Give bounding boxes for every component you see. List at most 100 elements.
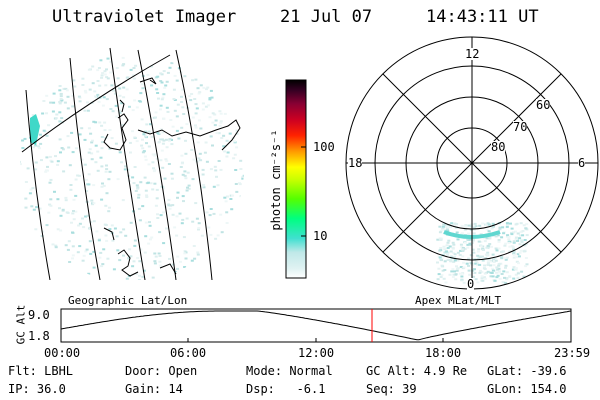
emission-pixel (442, 245, 446, 248)
emission-pixel (175, 234, 179, 237)
emission-pixel (107, 178, 111, 181)
info-glon: GLon: 154.0 (487, 382, 567, 396)
emission-pixel (441, 269, 445, 272)
polar-mlat-mlt-plot (345, 36, 599, 290)
emission-pixel (103, 73, 107, 76)
emission-pixel (517, 255, 521, 258)
emission-pixel (512, 252, 516, 255)
emission-pixel (104, 170, 108, 173)
emission-pixel (487, 223, 491, 226)
emission-pixel (144, 189, 148, 192)
emission-pixel (137, 279, 141, 280)
emission-pixel (48, 155, 52, 158)
emission-pixel (497, 240, 501, 243)
emission-pixel (451, 252, 455, 254)
emission-pixel (490, 272, 494, 274)
emission-pixel (128, 105, 131, 108)
emission-pixel (512, 253, 516, 256)
emission-pixel (21, 139, 25, 142)
emission-pixel (479, 233, 483, 236)
emission-pixel (162, 211, 165, 214)
emission-pixel (505, 235, 509, 238)
emission-pixel (197, 157, 201, 160)
emission-pixel (87, 183, 91, 186)
emission-pixel (155, 188, 159, 191)
emission-pixel (64, 244, 68, 247)
emission-pixel (70, 221, 73, 224)
emission-pixel (485, 228, 489, 231)
emission-pixel (477, 248, 481, 251)
emission-pixel (86, 214, 90, 217)
emission-pixel (509, 222, 512, 225)
emission-pixel (183, 266, 187, 268)
emission-pixel (507, 235, 511, 238)
emission-pixel (459, 266, 463, 268)
emission-pixel (175, 79, 179, 82)
emission-pixel (145, 194, 149, 197)
emission-pixel (520, 279, 524, 282)
emission-pixel (243, 176, 244, 179)
emission-pixel (94, 121, 98, 124)
emission-pixel (70, 131, 74, 134)
emission-pixel (198, 91, 202, 94)
emission-pixel (144, 158, 148, 161)
emission-pixel (106, 77, 110, 80)
emission-pixel (48, 181, 52, 184)
emission-pixel (162, 70, 166, 73)
auroral-arc (443, 230, 501, 239)
emission-pixel (188, 95, 192, 98)
emission-pixel (233, 153, 237, 156)
emission-pixel (120, 102, 124, 105)
emission-pixel (83, 138, 87, 141)
emission-pixel (154, 111, 158, 114)
emission-pixel (176, 191, 180, 194)
emission-pixel (78, 100, 82, 103)
emission-pixel (480, 275, 484, 278)
emission-pixel (471, 241, 475, 244)
emission-pixel (162, 117, 166, 120)
emission-pixel (138, 274, 141, 277)
emission-pixel (105, 68, 108, 71)
emission-pixel (96, 169, 100, 172)
emission-pixel (82, 254, 86, 257)
emission-pixel (104, 234, 108, 237)
emission-pixel (515, 260, 519, 263)
emission-pixel (175, 115, 179, 118)
emission-pixel (466, 246, 470, 249)
emission-pixel (132, 77, 136, 80)
emission-pixel (445, 244, 449, 247)
emission-pixel (105, 164, 108, 167)
emission-pixel (442, 223, 445, 226)
emission-pixel (453, 259, 457, 262)
emission-pixel (205, 160, 209, 163)
emission-pixel (228, 132, 232, 135)
emission-pixel (177, 137, 181, 140)
emission-pixel (242, 174, 244, 177)
emission-pixel (149, 238, 152, 241)
emission-pixel (514, 223, 518, 226)
emission-pixel (133, 136, 137, 139)
emission-pixel (518, 237, 522, 240)
colorbar-tick-10: 10 (313, 229, 328, 243)
emission-pixel (504, 242, 508, 245)
emission-pixel (181, 88, 185, 91)
emission-pixel (472, 226, 476, 229)
emission-pixel (159, 128, 163, 131)
emission-pixel (175, 129, 179, 132)
emission-pixel (456, 259, 460, 262)
emission-pixel (31, 187, 35, 190)
emission-pixel (180, 222, 184, 225)
altitude-xtick-0000: 00:00 (44, 346, 81, 360)
mlat-label-80: 80 (491, 140, 506, 154)
emission-pixel (488, 243, 492, 245)
emission-pixel (105, 239, 109, 242)
emission-pixel (194, 202, 198, 205)
altitude-xtick-1800: 18:00 (425, 346, 462, 360)
emission-pixel (200, 234, 204, 237)
emission-pixel (147, 242, 151, 245)
emission-pixel (60, 117, 64, 120)
emission-pixel (460, 246, 464, 248)
emission-pixel (197, 228, 200, 231)
emission-pixel (502, 270, 506, 273)
info-ip: IP: 36.0 (8, 382, 66, 396)
